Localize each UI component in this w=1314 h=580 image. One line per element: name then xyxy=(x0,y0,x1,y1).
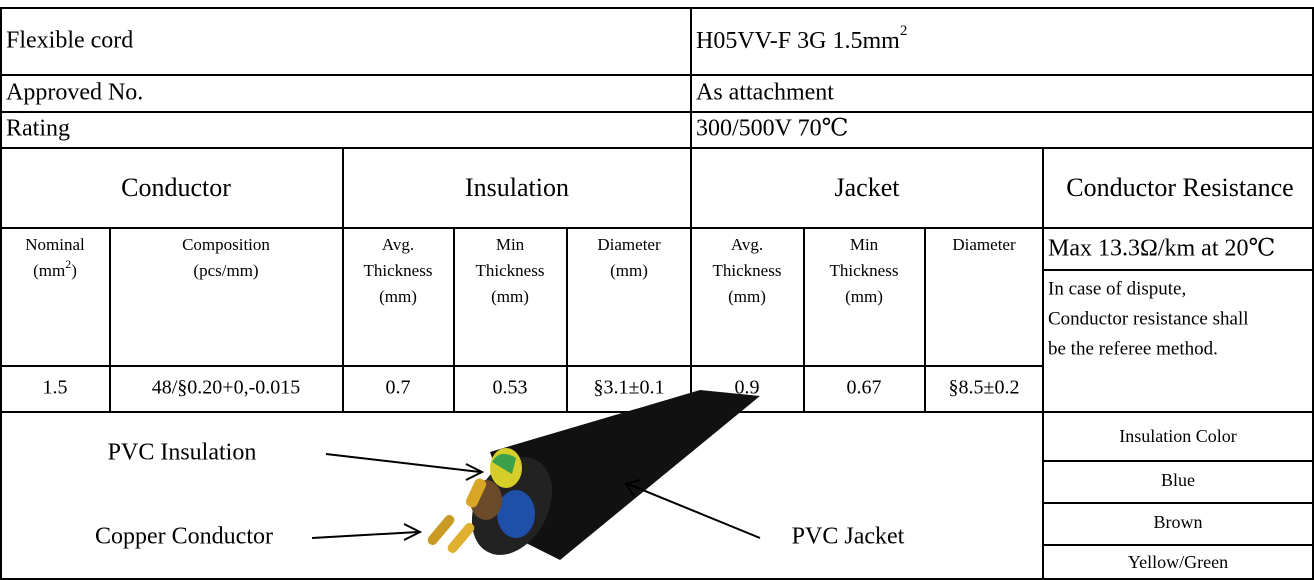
column-unit: (mm2) xyxy=(33,257,77,280)
unit-text: ) xyxy=(71,261,77,280)
column-header: Thickness xyxy=(476,261,545,280)
cell: 0.7 xyxy=(386,377,411,399)
column-headers: Composition (pcs/mm) Avg. Thickness (mm) Min T… xyxy=(182,235,1016,306)
cell: 1.5 xyxy=(43,377,68,399)
info-value: H05VV-F 3G 1.5mm2 xyxy=(696,23,907,53)
column-header: Avg. xyxy=(382,235,414,254)
column-header: (mm) xyxy=(491,287,529,306)
column-header: Diameter xyxy=(597,235,661,254)
color-header: Insulation Color xyxy=(1119,426,1237,446)
column-header: Avg. xyxy=(731,235,763,254)
cell: §3.1±0.1 xyxy=(594,377,665,399)
cell: §8.5±0.2 xyxy=(949,377,1020,399)
column-header: Thickness xyxy=(713,261,782,280)
info-value: 300/500V 70℃ xyxy=(696,116,848,142)
info-label: Rating xyxy=(6,116,70,142)
group-header: Conductor xyxy=(121,173,231,202)
column-header: (mm) xyxy=(728,287,766,306)
column-header: Nominal xyxy=(25,235,85,254)
resistance-max: Max 13.3Ω/km at 20℃ xyxy=(1048,236,1275,262)
color-row: Brown xyxy=(1154,512,1203,532)
info-label: Approved No. xyxy=(6,80,143,106)
diagram-label: PVC Jacket xyxy=(792,524,905,550)
column-header: (pcs/mm) xyxy=(193,261,258,280)
info-label: Flexible cord xyxy=(6,28,133,54)
note-line: Conductor resistance shall xyxy=(1048,308,1249,329)
resistance-note: In case of dispute, Conductor resistance … xyxy=(1048,278,1249,359)
data-row: 1.5 48/§0.20+0,-0.015 0.7 0.53 §3.1±0.1 0.9 0.… xyxy=(43,377,1020,399)
note-line: be the referee method. xyxy=(1048,338,1218,359)
unit-text: (mm xyxy=(33,261,65,280)
cable-illustration xyxy=(311,390,761,560)
column-header: Composition xyxy=(182,235,270,254)
cell: 0.9 xyxy=(735,377,760,399)
superscript: 2 xyxy=(65,257,71,271)
color-rows: Blue Brown Yellow/Green xyxy=(1128,470,1228,572)
superscript: 2 xyxy=(900,23,908,39)
diagram-label: PVC Insulation xyxy=(108,440,257,466)
column-header: Min xyxy=(496,235,525,254)
column-header: Thickness xyxy=(830,261,899,280)
column-header: Thickness xyxy=(364,261,433,280)
color-row: Blue xyxy=(1161,470,1195,490)
info-value: As attachment xyxy=(696,80,834,106)
column-header: Min xyxy=(850,235,879,254)
cell: 0.53 xyxy=(493,377,528,399)
group-header: Insulation xyxy=(465,173,569,202)
note-line: In case of dispute, xyxy=(1048,278,1186,299)
column-header: Diameter xyxy=(952,235,1016,254)
value-text: H05VV-F 3G 1.5mm xyxy=(696,28,900,54)
outer-border xyxy=(0,7,1314,580)
diagram-label: Copper Conductor xyxy=(95,524,273,550)
column-header: (mm) xyxy=(610,261,648,280)
cell: 0.67 xyxy=(847,377,882,399)
grid-lines xyxy=(0,8,1314,580)
cell: 48/§0.20+0,-0.015 xyxy=(152,377,301,399)
group-header: Jacket xyxy=(835,173,901,202)
column-header: (mm) xyxy=(845,287,883,306)
column-header: (mm) xyxy=(379,287,417,306)
color-row: Yellow/Green xyxy=(1128,552,1228,572)
group-header: Conductor Resistance xyxy=(1066,173,1293,202)
